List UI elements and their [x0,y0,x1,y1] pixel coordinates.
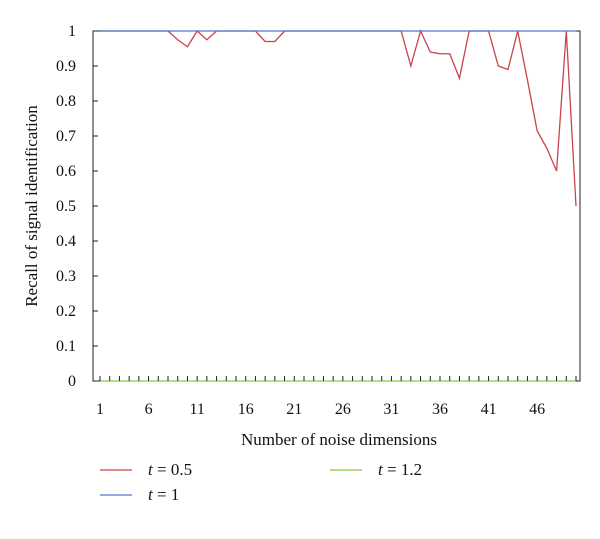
y-tick-label: 0.7 [56,128,76,145]
y-tick-label: 0.4 [56,233,76,250]
x-tick-label: 26 [335,401,351,418]
series-line-1 [100,29,577,207]
x-tick-label: 21 [286,401,302,418]
y-tick-label: 0.1 [56,338,76,355]
plot-border [92,30,581,382]
x-tick-label: 46 [529,401,545,418]
y-tick-label: 0.2 [56,303,76,320]
y-tick-label: 0 [68,373,76,390]
x-tick-label: 6 [145,401,153,418]
x-tick-label: 1 [96,401,104,418]
y-tick-label: 0.6 [56,163,76,180]
legend-label-3: t = 1.2 [378,460,422,479]
legend-label-2: t = 1 [148,485,179,504]
series-layer [100,29,577,382]
x-tick-label: 41 [481,401,497,418]
y-tick-label: 0.8 [56,93,76,110]
y-tick-label: 0.3 [56,268,76,285]
x-axis-label: Number of noise dimensions [241,430,437,449]
y-axis-label: Recall of signal identification [22,105,41,307]
legend-label-1: t = 0.5 [148,460,192,479]
x-tick-label: 31 [383,401,399,418]
axis-ticks: 00.10.20.30.40.50.60.70.80.911 6 11 16 21 26 3… [56,23,577,418]
y-tick-label: 0.9 [56,58,76,75]
y-tick-label: 0.5 [56,198,76,215]
x-tick-label: 36 [432,401,448,418]
y-tick-label: 1 [68,23,76,40]
plot-area [92,30,581,382]
x-tick-label: 11 [189,401,204,418]
x-tick-label: 16 [238,401,254,418]
legend: t = 0.5 t = 1 t = 1.2 [100,460,422,504]
